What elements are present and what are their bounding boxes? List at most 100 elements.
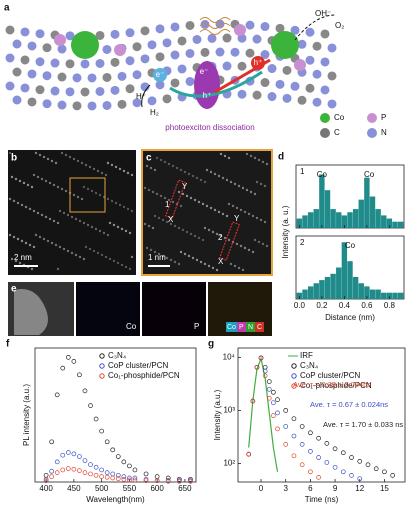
speckle [255, 216, 259, 220]
atom [12, 67, 22, 77]
x-tick-label: 500 [95, 484, 109, 493]
speckle [143, 186, 147, 190]
speckle [179, 168, 183, 172]
speckle [167, 198, 171, 202]
data-point [49, 474, 55, 479]
speckle [78, 255, 82, 259]
speckle [203, 226, 207, 230]
speckle [112, 223, 116, 227]
speckle [116, 261, 120, 265]
data-point [258, 355, 264, 361]
legend-co [320, 113, 330, 123]
atom [65, 31, 75, 41]
data-point [99, 428, 104, 434]
atom [155, 52, 165, 62]
profile-bar [352, 209, 359, 228]
speckle [12, 199, 16, 203]
atom-p [234, 24, 246, 36]
atom [245, 48, 255, 58]
atom [222, 61, 232, 71]
profile-bar [341, 215, 348, 228]
profile-bar [358, 283, 364, 299]
x-tick-label: 12 [355, 484, 364, 493]
atom [155, 80, 165, 90]
atom [282, 65, 292, 75]
data-point [77, 468, 82, 473]
atom [35, 85, 45, 95]
data-point [143, 478, 149, 484]
annotation: Ave. τ = 1.70 ± 0.033 ns [323, 420, 403, 429]
data-point [104, 439, 110, 445]
speckle [179, 250, 183, 254]
legend-label: Co₁-phosphide/PCN [300, 381, 372, 390]
speckle [183, 170, 187, 174]
data-point [71, 359, 77, 364]
atom [312, 69, 322, 79]
speckle [259, 218, 263, 222]
speckle [62, 247, 66, 251]
scale-label: 2 nm [14, 253, 32, 262]
speckles [8, 151, 269, 272]
profile-bar [324, 276, 331, 299]
data-point [132, 477, 138, 483]
data-point [332, 464, 338, 470]
atom [275, 79, 285, 89]
data-point [176, 478, 182, 484]
speckle [183, 252, 187, 256]
speckle [34, 233, 38, 237]
speckle [110, 163, 114, 167]
data-point [121, 474, 127, 479]
data-point [121, 459, 127, 465]
atom [117, 99, 127, 109]
data-point [43, 472, 49, 478]
x-tick-label: 450 [67, 484, 81, 493]
speckle [72, 157, 76, 161]
speckle [233, 264, 237, 268]
atom [42, 99, 52, 109]
swatch [255, 322, 264, 332]
data-point [110, 447, 116, 453]
speckle [253, 192, 257, 196]
speckle [18, 261, 22, 265]
speckle [163, 160, 167, 164]
line-label: 1 [165, 200, 170, 209]
atom [72, 101, 82, 111]
data-point [316, 475, 321, 480]
speckle [173, 224, 177, 228]
label: e⁻ [156, 70, 165, 79]
map-label: N [248, 324, 253, 331]
speckle [56, 185, 60, 189]
zoom-box [69, 177, 106, 213]
data-point [93, 464, 99, 470]
speckle [92, 167, 96, 171]
speckle [201, 238, 205, 242]
speckle [231, 204, 235, 208]
atom [110, 29, 120, 39]
data-point [99, 474, 104, 479]
data-point [143, 476, 149, 482]
legend-c [320, 128, 330, 138]
speckle [42, 237, 46, 241]
speckle [185, 230, 189, 234]
profile-bar [386, 218, 393, 228]
peak-label: Co [317, 170, 328, 179]
atom [140, 54, 150, 64]
speckle [82, 185, 86, 189]
series-label: 2 [300, 238, 305, 247]
atom [267, 64, 277, 74]
x-tick-label: 0.8 [384, 301, 396, 310]
data-point [283, 424, 289, 429]
speckle [251, 214, 255, 218]
speckle [241, 268, 245, 272]
speckle [219, 152, 223, 156]
atom [230, 47, 240, 57]
data-point [332, 446, 338, 452]
speckle [253, 156, 257, 160]
speckle [130, 173, 134, 177]
speckle [122, 205, 126, 209]
swatch [226, 322, 237, 332]
atom [147, 96, 157, 106]
atom [80, 59, 90, 69]
atom [177, 64, 187, 74]
x-axis-label: Distance (nm) [325, 313, 375, 322]
